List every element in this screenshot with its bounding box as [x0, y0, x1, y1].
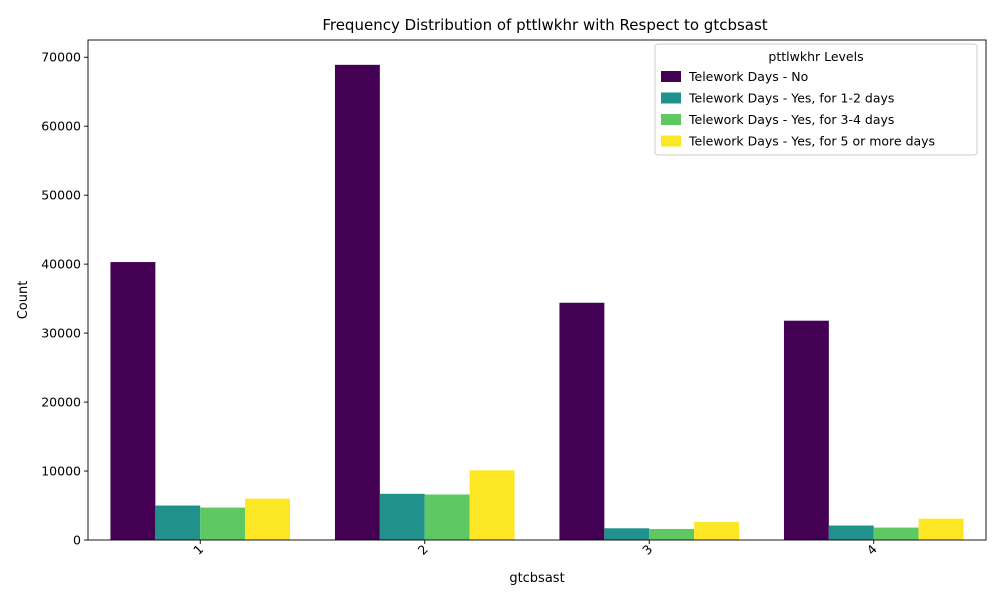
bar-series1-cat2 — [334, 64, 380, 540]
y-tick-label: 70000 — [41, 50, 81, 65]
plot-frame — [87, 39, 987, 541]
legend-swatch-3 — [661, 114, 681, 125]
y-tick-label: 40000 — [41, 257, 81, 272]
bar-series1-cat4 — [783, 320, 829, 540]
bar-series4-cat3 — [694, 522, 740, 540]
x-tick-label: 3 — [639, 542, 655, 558]
bars-layer — [110, 64, 964, 540]
bar-series3-cat2 — [424, 494, 470, 540]
legend: pttlwkhr Levels Telework Days - No Telewor… — [654, 43, 978, 156]
y-tick-label: 10000 — [41, 464, 81, 479]
bar-series3-cat4 — [873, 527, 919, 540]
bar-series3-cat1 — [200, 507, 246, 540]
bar-series4-cat1 — [245, 498, 291, 540]
bar-series2-cat1 — [155, 505, 201, 540]
y-axis-label: Count — [16, 281, 31, 320]
y-tick-label: 30000 — [41, 326, 81, 341]
bar-series4-cat4 — [918, 518, 964, 540]
y-tick-label: 60000 — [41, 119, 81, 134]
x-tick-label: 2 — [415, 542, 431, 558]
bar-series2-cat2 — [379, 493, 425, 540]
legend-entry-2: Telework Days - Yes, for 1-2 days — [688, 91, 894, 106]
legend-entry-4: Telework Days - Yes, for 5 or more days — [688, 134, 935, 149]
bar-series3-cat3 — [649, 528, 695, 540]
bar-series4-cat2 — [469, 470, 515, 540]
chart-title: Frequency Distribution of pttlwkhr with … — [322, 16, 767, 34]
legend-swatch-4 — [661, 135, 681, 147]
bar-series1-cat3 — [559, 302, 605, 540]
y-tick-label: 20000 — [41, 395, 81, 410]
legend-swatch-1 — [661, 71, 681, 82]
legend-box — [654, 43, 978, 156]
legend-entry-1: Telework Days - No — [688, 69, 808, 84]
legend-swatch-2 — [661, 92, 681, 104]
x-tick-label: 1 — [190, 542, 206, 558]
x-tick-label: 4 — [864, 541, 880, 557]
bar-series1-cat1 — [110, 262, 156, 540]
axes-layer: 0 10000 20000 30000 40000 50000 60000 70000 1 2 3 4 — [41, 39, 987, 558]
bar-series2-cat3 — [604, 528, 650, 540]
y-tick-label: 50000 — [41, 188, 81, 203]
legend-entry-3: Telework Days - Yes, for 3-4 days — [688, 112, 894, 127]
bar-series2-cat4 — [828, 525, 874, 540]
y-tick-label: 0 — [73, 533, 81, 548]
legend-title: pttlwkhr Levels — [768, 49, 863, 64]
x-axis-label: gtcbsast — [509, 571, 564, 586]
